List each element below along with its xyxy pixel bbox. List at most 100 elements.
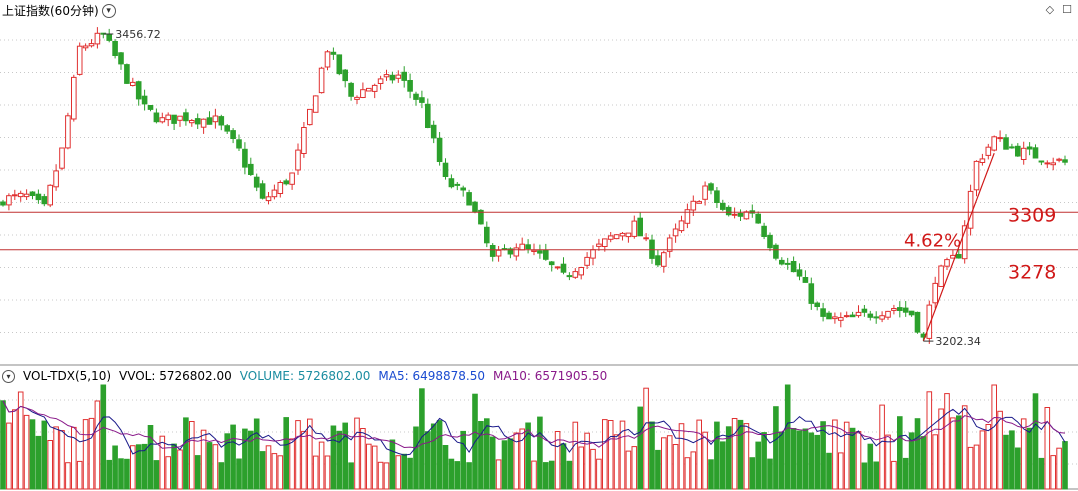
volume-bar	[330, 425, 337, 490]
chart-title-bar: 上证指数(60分钟) ▾	[2, 2, 116, 19]
candle-body	[566, 275, 573, 278]
volume-bar	[430, 423, 437, 490]
candle-body	[484, 226, 490, 244]
candle-body	[135, 81, 142, 100]
volume-bar	[637, 406, 644, 490]
volume-bar	[206, 442, 213, 490]
volume-bar	[1003, 434, 1009, 490]
chevron-down-icon[interactable]: ▾	[2, 369, 15, 383]
candle-body	[1062, 159, 1068, 163]
candle-body	[861, 308, 868, 313]
volume-bar	[908, 432, 915, 490]
volume-bar	[926, 391, 933, 490]
candle-body	[189, 120, 195, 124]
volume-bar	[578, 446, 585, 490]
candle-body	[153, 112, 160, 123]
volume-bar	[1020, 418, 1027, 490]
volume-bar	[301, 430, 307, 490]
volume-bar	[619, 420, 626, 490]
candle-body	[6, 195, 12, 206]
volume-bar	[165, 456, 171, 490]
chevron-down-icon[interactable]: ▾	[101, 3, 116, 18]
volume-bar	[767, 458, 773, 490]
volume-bar	[596, 458, 602, 490]
candle-body	[944, 259, 950, 267]
candle-body	[814, 302, 821, 308]
volume-bar	[495, 459, 502, 490]
candle-body	[932, 282, 939, 304]
volume-bar	[407, 457, 413, 490]
candle-body	[832, 316, 838, 320]
candle-body	[472, 201, 478, 213]
candle-body	[891, 308, 897, 311]
volume-bar	[867, 443, 874, 490]
volume-bar	[41, 420, 48, 490]
candle-body	[324, 51, 331, 68]
volume-bar	[183, 417, 189, 490]
candle-body	[873, 316, 880, 319]
candle-body	[584, 256, 590, 266]
volume-bar	[371, 445, 378, 490]
volume-bar	[189, 421, 195, 490]
volume-bar	[65, 462, 71, 490]
square-icon[interactable]: ☐	[1062, 3, 1072, 16]
candle-body	[436, 137, 443, 163]
candle-body	[607, 235, 614, 240]
volume-bar	[843, 421, 850, 490]
candle-body	[820, 308, 826, 317]
candle-body	[885, 310, 891, 318]
volume-bar	[879, 404, 885, 490]
volume-bar	[1015, 447, 1021, 490]
volume-bar	[1032, 393, 1039, 490]
candle-body	[991, 136, 998, 151]
candle-body	[879, 315, 885, 320]
volume-bar	[124, 458, 130, 490]
volume-bar	[944, 393, 950, 490]
candle-body	[118, 52, 124, 65]
diamond-icon[interactable]: ◇	[1045, 3, 1055, 16]
candle-body	[725, 206, 732, 216]
candle-body	[997, 137, 1003, 140]
candle-body	[259, 183, 266, 199]
volume-bar	[643, 387, 649, 490]
volume-bar	[259, 451, 266, 490]
volume-bar	[602, 419, 608, 490]
volume-bar	[366, 443, 372, 490]
volume-bar	[141, 443, 148, 490]
volume-bar	[106, 459, 113, 490]
volume-bar	[360, 428, 366, 490]
candle-body	[112, 41, 118, 56]
candle-body	[1038, 160, 1045, 163]
volume-bar	[466, 462, 472, 490]
candle-body	[867, 313, 874, 318]
volume-bar	[631, 446, 638, 490]
candle-body	[708, 183, 714, 191]
volume-bar	[814, 434, 821, 490]
volume-bar	[761, 432, 767, 490]
volume-bar	[566, 460, 573, 490]
volume-bar	[171, 443, 177, 490]
candle-body	[666, 237, 673, 252]
candle-body	[926, 304, 933, 339]
candle-body	[808, 283, 815, 304]
volume-bar	[607, 420, 614, 490]
candle-body	[35, 193, 42, 201]
candle-body	[466, 192, 472, 206]
volume-bar	[100, 384, 107, 490]
volume-bar	[997, 410, 1003, 490]
candle-body	[1015, 145, 1021, 157]
move-percent-label: 4.62%	[904, 231, 961, 252]
volume-bar	[979, 430, 986, 490]
candle-body	[773, 244, 779, 259]
candle-body	[543, 249, 549, 260]
volume-bar	[873, 461, 880, 490]
volume-bar	[1038, 457, 1045, 490]
candle-body	[12, 194, 18, 197]
volume-bar	[731, 418, 738, 490]
candle-body	[301, 127, 307, 154]
candle-body	[23, 193, 30, 198]
candle-body	[956, 254, 962, 259]
volume-bar	[779, 431, 785, 490]
candle-body	[684, 209, 691, 224]
